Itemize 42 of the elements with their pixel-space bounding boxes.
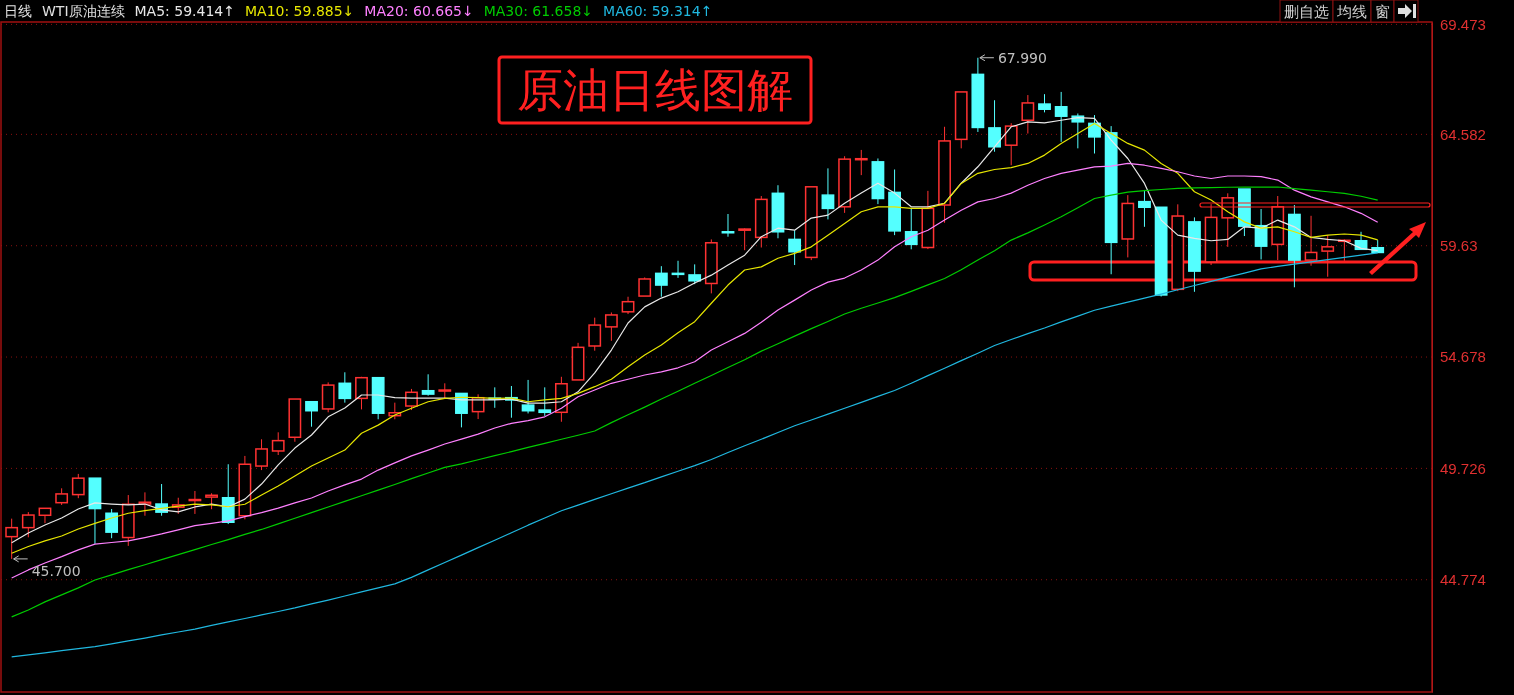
candlestick — [604, 311, 618, 342]
candlestick — [721, 213, 735, 238]
y-tick-label: 49.726 — [1440, 459, 1486, 477]
candlestick — [238, 455, 252, 520]
candlestick — [971, 57, 985, 133]
candlestick — [1104, 125, 1118, 275]
y-tick-label: 69.473 — [1440, 15, 1486, 33]
candlestick — [754, 195, 768, 249]
chart-title: WTI原油连续 — [42, 3, 125, 19]
candlestick — [1204, 203, 1218, 266]
candlestick — [421, 373, 435, 397]
candlestick — [621, 296, 635, 315]
text: MA60: 59.314↑ — [603, 3, 713, 19]
text: 删自选 — [1284, 3, 1329, 21]
chart-subtitle: 日线 — [4, 3, 32, 19]
y-tick-label: 44.774 — [1440, 571, 1486, 589]
annotation: 45.700 — [31, 562, 81, 579]
y-tick-label: 64.582 — [1440, 125, 1486, 143]
candlestick — [1188, 216, 1201, 293]
annotation: 67.990 — [997, 49, 1047, 66]
candlestick — [771, 184, 785, 239]
y-tick-label: 54.678 — [1440, 348, 1486, 366]
candlestick — [704, 238, 718, 294]
candlestick — [821, 167, 835, 220]
candlestick — [521, 379, 535, 414]
text: MA5: 59.414↑ — [134, 3, 235, 19]
text: 均线 — [1336, 3, 1367, 21]
text: MA10: 59.885↓ — [244, 3, 355, 19]
candlestick — [871, 157, 885, 205]
y-tick-label: 59.63 — [1440, 237, 1478, 255]
candlestick — [1121, 194, 1135, 258]
candlestick — [138, 491, 152, 517]
annotation: 原油日线图解 — [517, 63, 793, 117]
candlestick — [338, 371, 352, 404]
candlestick — [654, 265, 668, 298]
candlestick — [921, 190, 935, 250]
text: 窗 — [1375, 3, 1390, 21]
candlestick — [1304, 215, 1318, 267]
candlestick — [1021, 94, 1035, 135]
text: MA30: 61.658↓ — [483, 3, 594, 19]
text: MA20: 60.665↓ — [364, 3, 474, 19]
candlestick — [1054, 91, 1068, 143]
